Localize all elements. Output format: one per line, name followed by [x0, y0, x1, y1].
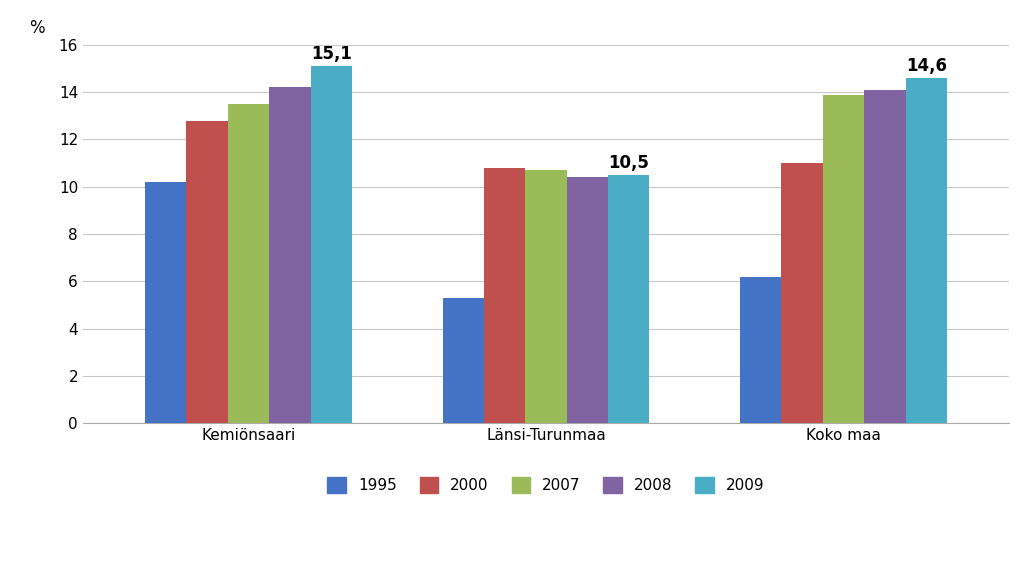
Legend: 1995, 2000, 2007, 2008, 2009: 1995, 2000, 2007, 2008, 2009	[322, 471, 771, 499]
Text: 14,6: 14,6	[905, 57, 947, 75]
Bar	[442, 298, 484, 424]
Bar	[186, 121, 227, 424]
Bar	[269, 87, 310, 424]
Bar	[145, 182, 186, 424]
Text: 15,1: 15,1	[311, 45, 351, 63]
Bar	[740, 277, 781, 424]
Bar	[781, 163, 822, 424]
Bar	[566, 177, 608, 424]
Bar	[608, 175, 649, 424]
Text: 10,5: 10,5	[608, 154, 649, 172]
Y-axis label: %: %	[29, 20, 44, 37]
Bar	[822, 95, 864, 424]
Bar	[484, 168, 525, 424]
Bar	[905, 78, 947, 424]
Bar	[525, 170, 566, 424]
Bar	[227, 104, 269, 424]
Bar	[864, 90, 905, 424]
Bar	[310, 66, 352, 424]
